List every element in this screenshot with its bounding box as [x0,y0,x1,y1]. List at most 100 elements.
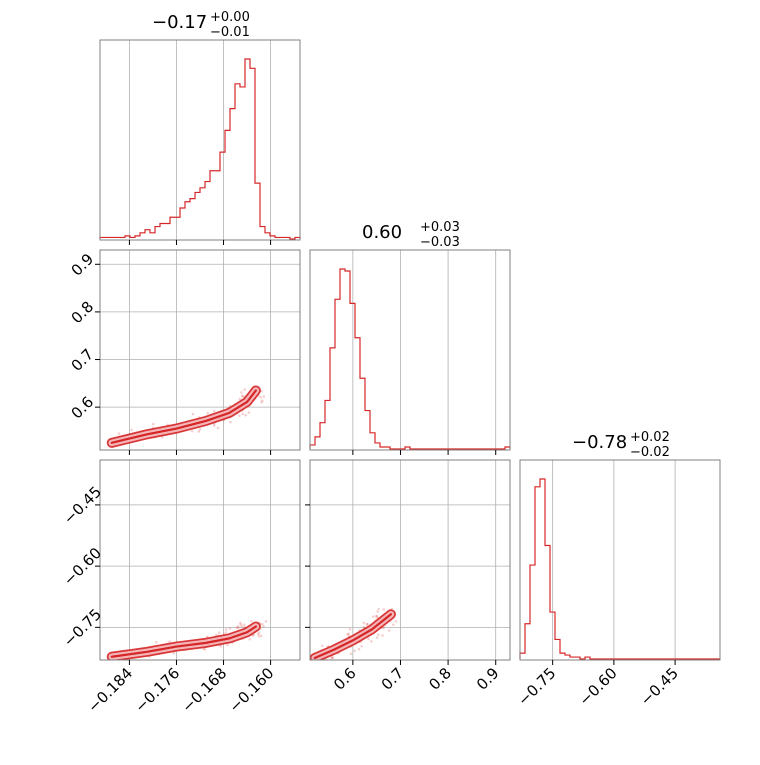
sample-point [212,424,216,427]
sample-point [240,625,244,628]
sample-point [330,656,334,660]
sample-point [376,610,380,613]
sample-point [375,636,379,639]
sample-point [394,620,398,623]
sample-point [360,644,363,648]
y-tick-label: 0.6 [68,393,98,423]
title-lower-error: −0.02 [630,445,670,460]
sample-point [367,637,370,641]
sample-point [374,614,378,618]
sample-point [257,631,261,634]
sample-point [370,640,373,643]
sample-point [248,637,252,641]
contour-inner [110,625,257,658]
sample-point [117,432,121,435]
sample-point [251,634,255,637]
panel-title: −0.78 [572,432,627,453]
x-tick-label: −0.45 [637,664,682,709]
sample-point [349,652,353,656]
title-upper-error: +0.03 [420,220,460,235]
sample-point [365,622,369,626]
sample-point [382,626,385,630]
sample-point [212,409,216,413]
y-tick-label: 0.9 [68,250,98,280]
sample-point [365,622,369,626]
sample-point [241,395,245,398]
sample-point [247,411,251,414]
sample-point [172,651,176,655]
sample-point [152,422,155,426]
sample-point [260,401,263,404]
histogram-1 [309,268,511,450]
y-tick-label: 0.8 [68,298,98,328]
panel-title: −0.17 [152,12,207,33]
sample-point [228,627,232,630]
sample-point [262,395,266,398]
sample-point [250,619,253,623]
sample-point [191,412,195,416]
sample-point [353,649,357,653]
contour-inner [110,389,257,444]
x-tick-label: 0.6 [330,664,360,694]
sample-point [190,429,194,433]
sample-point [244,413,247,417]
x-tick-label: −0.176 [131,664,183,716]
hist-panel-2: −0.75 −0.60 −0.45 −0.78 +0.02−0.02 [514,430,721,709]
sample-point [238,397,241,401]
hist-panel-1: 0.60 +0.03−0.03 [309,220,511,455]
panel-frame [99,249,301,451]
sample-point [168,640,171,643]
panel-frame [99,39,301,241]
sample-point [348,627,352,631]
sample-point [198,428,202,431]
sample-point [392,623,395,626]
sample-point [219,645,223,648]
sample-point [224,631,227,634]
sample-point [382,608,385,611]
x-tick-label: 0.7 [378,664,408,694]
title-lower-error: −0.01 [210,25,250,40]
contour-band [108,387,260,447]
sample-point [130,428,133,432]
sample-point [357,647,361,651]
sample-point [237,625,240,628]
sample-point [377,633,380,636]
sample-point [377,607,380,611]
y-tick-label: 0.7 [68,345,98,375]
scatter-cloud [310,607,398,660]
sample-point [260,399,264,403]
sample-point [197,430,201,433]
sample-point [238,414,241,417]
x-tick-label: 0.9 [473,664,503,694]
sample-point [259,396,262,399]
sample-point [262,624,265,628]
x-tick-label: −0.184 [84,664,136,716]
joint-panel-0-2: −0.184−0.176−0.168−0.160−0.75−0.60−0.45 [60,459,301,716]
title-value: −0.78 [572,432,627,453]
x-tick-label: −0.160 [225,664,277,716]
panel-frame [519,459,721,661]
sample-point [236,626,240,630]
sample-point [242,623,246,626]
sample-point [203,648,207,651]
sample-point [154,640,158,644]
sample-point [362,621,366,625]
panel-title: 0.60 [362,222,402,243]
histogram-0 [99,58,301,240]
sample-point [372,615,375,618]
sample-point [260,622,264,626]
sample-point [375,614,379,618]
sample-point [381,634,384,637]
sample-point [257,634,261,638]
title-upper-error: +0.02 [630,430,670,445]
sample-point [320,644,324,648]
sample-point [259,634,263,638]
title-upper-error: +0.00 [210,10,250,25]
histogram-2 [519,478,720,660]
sample-point [347,632,350,636]
sample-point [239,621,242,625]
sample-point [243,388,246,391]
sample-point [256,632,260,636]
